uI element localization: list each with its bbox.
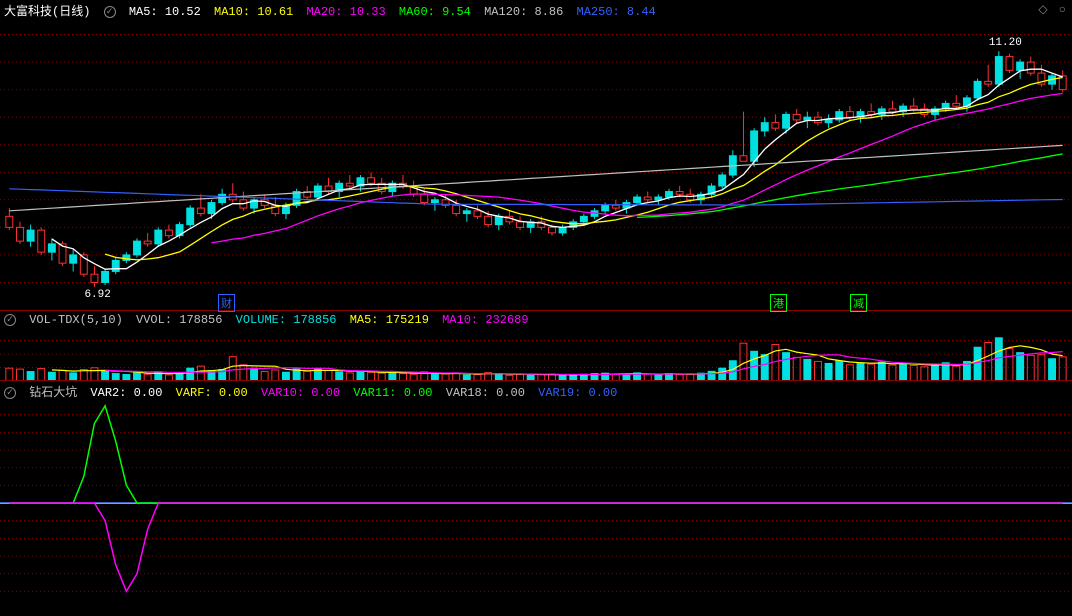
indicator-header: ✓ 钻石大坑 VAR2: 0.00 VARF: 0.00 VAR10: 0.00… [4, 383, 623, 400]
diamond-icon[interactable]: ◇ [1038, 3, 1047, 17]
main-chart-panel[interactable]: 大富科技(日线) ✓ MA5: 10.52 MA10: 10.61 MA20: … [0, 0, 1072, 310]
var11-label: VAR11: 0.00 [353, 386, 432, 400]
check-icon[interactable]: ✓ [104, 6, 116, 18]
indicator-panel[interactable]: ✓ 钻石大坑 VAR2: 0.00 VARF: 0.00 VAR10: 0.00… [0, 380, 1072, 612]
vol-vvol: VVOL: 178856 [136, 313, 222, 327]
var18-label: VAR18: 0.00 [446, 386, 525, 400]
ind-title: 钻石大坑 [29, 386, 77, 400]
check-icon[interactable]: ✓ [4, 314, 16, 326]
volume-panel[interactable]: ✓ VOL-TDX(5,10) VVOL: 178856 VOLUME: 178… [0, 310, 1072, 380]
ma60-label: MA60: 9.54 [399, 5, 471, 19]
volume-header: ✓ VOL-TDX(5,10) VVOL: 178856 VOLUME: 178… [4, 313, 535, 327]
indicator-svg [0, 381, 1072, 613]
vol-title: VOL-TDX(5,10) [29, 313, 123, 327]
vol-volume: VOLUME: 178856 [236, 313, 337, 327]
ma20-label: MA20: 10.33 [306, 5, 385, 19]
check-icon[interactable]: ✓ [4, 387, 16, 399]
var2-label: VAR2: 0.00 [90, 386, 162, 400]
high-price-label: 11.20 [989, 37, 1022, 49]
event-badge[interactable]: 港 [770, 294, 787, 312]
main-chart-svg [0, 0, 1072, 310]
var19-label: VAR19: 0.00 [538, 386, 617, 400]
varf-label: VARF: 0.00 [176, 386, 248, 400]
main-header: 大富科技(日线) ✓ MA5: 10.52 MA10: 10.61 MA20: … [4, 2, 662, 19]
event-badge[interactable]: 减 [850, 294, 867, 312]
ma250-label: MA250: 8.44 [577, 5, 656, 19]
circle-icon[interactable]: ○ [1059, 3, 1066, 17]
var10-label: VAR10: 0.00 [261, 386, 340, 400]
vol-ma10: MA10: 232689 [442, 313, 528, 327]
ma5-label: MA5: 10.52 [129, 5, 201, 19]
ma10-label: MA10: 10.61 [214, 5, 293, 19]
stock-title: 大富科技(日线) [4, 5, 90, 19]
event-badge[interactable]: 财 [218, 294, 235, 312]
ma120-label: MA120: 8.86 [484, 5, 563, 19]
low-price-label: 6.92 [84, 289, 110, 301]
panel-corner-controls: ◇ ○ [1034, 2, 1066, 17]
vol-ma5: MA5: 175219 [350, 313, 429, 327]
